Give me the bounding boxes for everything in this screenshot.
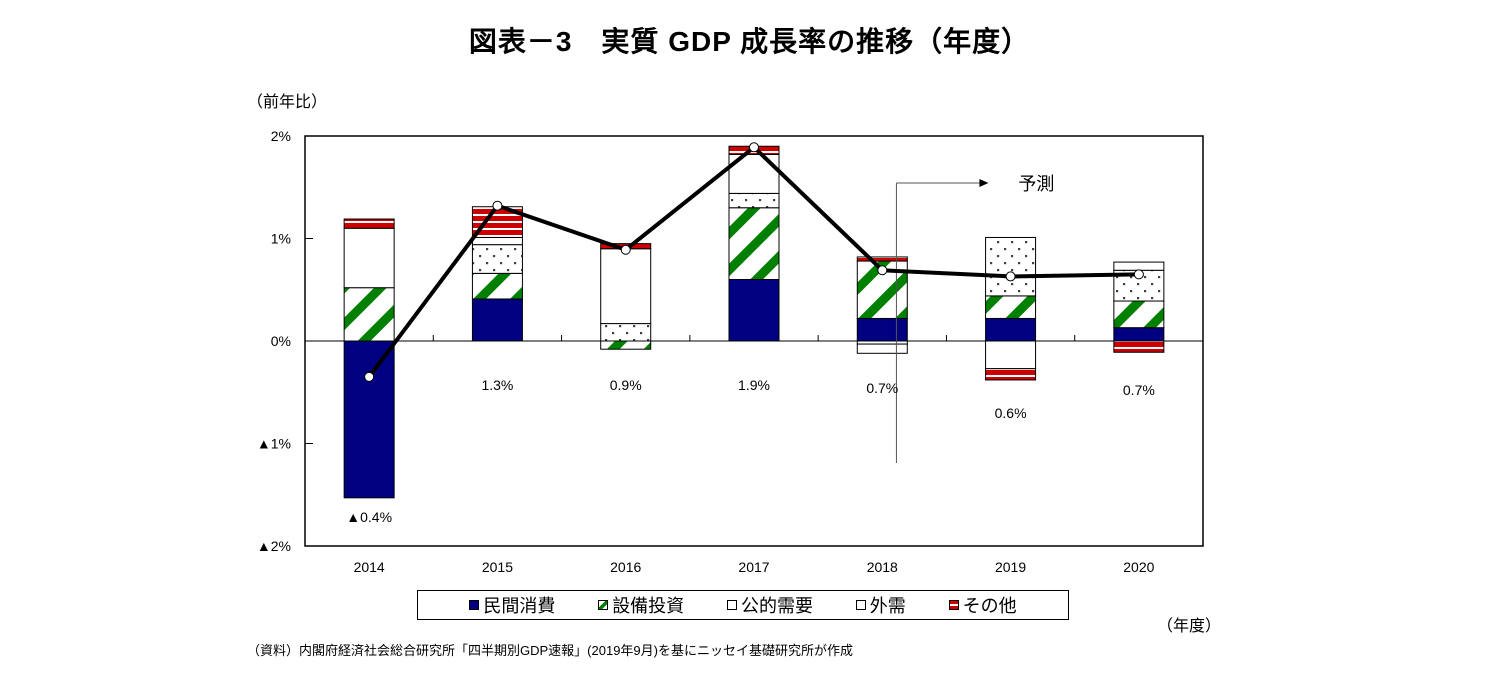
bar-segment-external-2016 [600, 248, 652, 325]
bar-segment-consumption-2015 [471, 298, 523, 342]
gdp-line-layer [364, 142, 1144, 382]
gdp-point-2016 [620, 244, 631, 255]
legend-swatch-public [726, 600, 737, 610]
legend-item-public: 公的需要 [726, 592, 813, 618]
bar-segment-investment-2016 [600, 340, 652, 350]
legend-swatch-consumption [469, 600, 480, 610]
bar-segment-external-2020 [1113, 261, 1165, 271]
bar-segment-investment-2019 [985, 295, 1037, 319]
y-tick-label: 1% [271, 231, 291, 247]
plot-frame [304, 135, 1204, 547]
bar-segment-other-2019 [985, 368, 1037, 381]
legend-item-other: その他 [948, 592, 1017, 618]
legend-swatch-external [855, 600, 866, 610]
legend-swatch-other [948, 600, 959, 610]
gdp-point-2020 [1133, 269, 1144, 280]
data-label-2015: 1.3% [481, 377, 513, 393]
bar-segment-consumption-2014 [343, 340, 395, 499]
bar-segment-other-2018 [856, 256, 908, 262]
legend-label: その他 [962, 596, 1017, 616]
bar-segment-external-2018 [856, 343, 908, 354]
data-label-2017: 1.9% [738, 377, 770, 393]
data-label-2018: 0.7% [866, 380, 898, 396]
bar-segment-external-2019 [985, 340, 1037, 370]
bar-segment-other-2020 [1113, 340, 1165, 353]
bar-segment-external-2014 [343, 227, 395, 289]
legend-label: 外需 [869, 596, 906, 616]
forecast-annotation: 予測 [895, 174, 1054, 463]
x-tick-label: 2017 [738, 559, 769, 575]
forecast-arrow-head-icon [979, 179, 989, 187]
legend-label: 民間消費 [483, 596, 556, 616]
bar-segment-external-2015 [471, 236, 523, 246]
bar-segment-public-2017 [728, 192, 780, 209]
bar-segment-public-2019 [985, 236, 1037, 297]
x-tick-label: 2014 [354, 559, 385, 575]
bar-segment-consumption-2017 [728, 279, 780, 342]
y-axis-unit-label: （前年比） [247, 94, 328, 111]
forecast-label: 予測 [1018, 174, 1054, 194]
legend: 民間消費 設備投資 公的需要 外需 その他 [417, 590, 1069, 620]
bar-segment-investment-2014 [343, 287, 395, 342]
label-layer: 2% 1% 0% ▲1% ▲2% 2014 2015 2016 2017 2018 2019 2020… [257, 128, 1155, 575]
data-label-2014: ▲0.4% [346, 509, 392, 525]
x-tick-label: 2018 [867, 559, 898, 575]
legend-label: 公的需要 [740, 596, 813, 616]
bar-segment-investment-2020 [1113, 300, 1165, 329]
legend-label: 設備投資 [612, 596, 685, 616]
y-tick-label: ▲1% [257, 436, 291, 452]
y-tick-label: ▲2% [257, 538, 291, 554]
bar-segment-investment-2017 [728, 207, 780, 280]
bar-segment-consumption-2019 [985, 317, 1037, 342]
chart-title: 図表－3 実質 GDP 成長率の推移（年度） [468, 26, 1031, 57]
bar-segment-consumption-2018 [856, 317, 908, 342]
bar-segment-consumption-2020 [1113, 327, 1165, 342]
legend-swatch-investment [598, 600, 609, 610]
bar-segment-investment-2015 [471, 272, 523, 300]
x-tick-label: 2016 [610, 559, 641, 575]
gdp-point-2015 [492, 200, 503, 211]
bar-segment-public-2015 [471, 244, 523, 274]
y-tick-label: 0% [271, 333, 291, 349]
legend-item-consumption: 民間消費 [469, 592, 555, 618]
gdp-point-2018 [877, 265, 888, 276]
bar-segment-public-2016 [600, 323, 652, 342]
bar-segment-other-2014 [343, 218, 395, 229]
bar-layer [343, 145, 1165, 499]
legend-item-investment: 設備投資 [598, 592, 684, 618]
data-label-2019: 0.6% [995, 405, 1027, 421]
x-axis-unit-label: （年度） [1157, 618, 1222, 635]
y-tick-label: 2% [271, 128, 291, 144]
gdp-point-2014 [364, 371, 375, 382]
source-note: （資料）内閣府経済社会総合研究所「四半期別GDP速報」(2019年9月)を基にニ… [247, 643, 853, 658]
data-label-2020: 0.7% [1123, 382, 1155, 398]
gdp-point-2017 [749, 142, 759, 153]
x-tick-label: 2020 [1123, 559, 1154, 575]
legend-item-external: 外需 [855, 592, 906, 618]
x-tick-label: 2015 [482, 559, 513, 575]
gdp-point-2019 [1005, 271, 1016, 282]
x-tick-label: 2019 [995, 559, 1026, 575]
data-label-2016: 0.9% [610, 377, 642, 393]
